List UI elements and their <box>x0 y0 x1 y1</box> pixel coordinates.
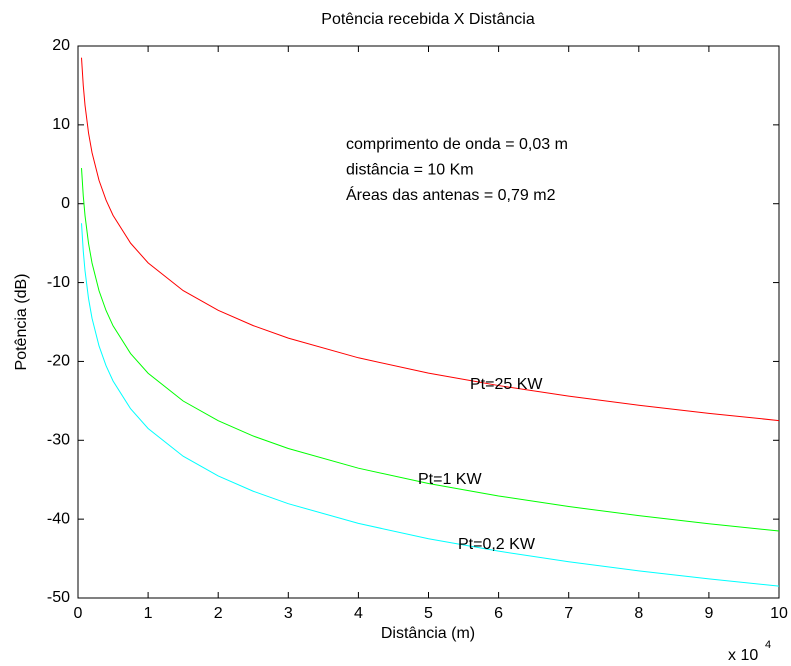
x-tick-label: 6 <box>494 605 503 622</box>
chart-title: Potência recebida X Distância <box>321 11 535 28</box>
y-tick-label: -10 <box>47 274 70 291</box>
x-tick-label: 9 <box>704 605 713 622</box>
x-multiplier-exponent: 4 <box>765 639 771 651</box>
series-label: Pt=1 KW <box>418 471 482 488</box>
y-tick-label: 0 <box>61 195 70 212</box>
x-axis-label: Distância (m) <box>381 625 475 642</box>
y-tick-label: 10 <box>52 116 70 133</box>
y-axis-label: Potência (dB) <box>13 274 30 371</box>
x-tick-label: 3 <box>284 605 293 622</box>
x-tick-label: 7 <box>564 605 573 622</box>
series-label: Pt=25 KW <box>470 376 543 393</box>
y-tick-label: -50 <box>47 589 70 606</box>
series-line <box>81 57 780 422</box>
x-tick-label: 8 <box>634 605 643 622</box>
x-tick-label: 1 <box>144 605 153 622</box>
series-line <box>81 168 780 532</box>
series-line <box>81 223 780 587</box>
annotation: distância = 10 Km <box>346 162 474 179</box>
x-tick-label: 2 <box>214 605 223 622</box>
x-tick-label: 10 <box>770 605 788 622</box>
x-tick-label: 5 <box>424 605 433 622</box>
y-tick-label: -20 <box>47 353 70 370</box>
y-tick-label: -40 <box>47 510 70 527</box>
y-tick-label: 20 <box>52 37 70 54</box>
x-multiplier: x 10 <box>728 647 758 664</box>
x-tick-label: 0 <box>74 605 83 622</box>
annotation: Áreas das antenas = 0,79 m2 <box>346 185 556 204</box>
y-tick-label: -30 <box>47 432 70 449</box>
x-tick-label: 4 <box>354 605 363 622</box>
annotation: comprimento de onda = 0,03 m <box>346 136 568 153</box>
series-label: Pt=0,2 KW <box>458 536 536 553</box>
